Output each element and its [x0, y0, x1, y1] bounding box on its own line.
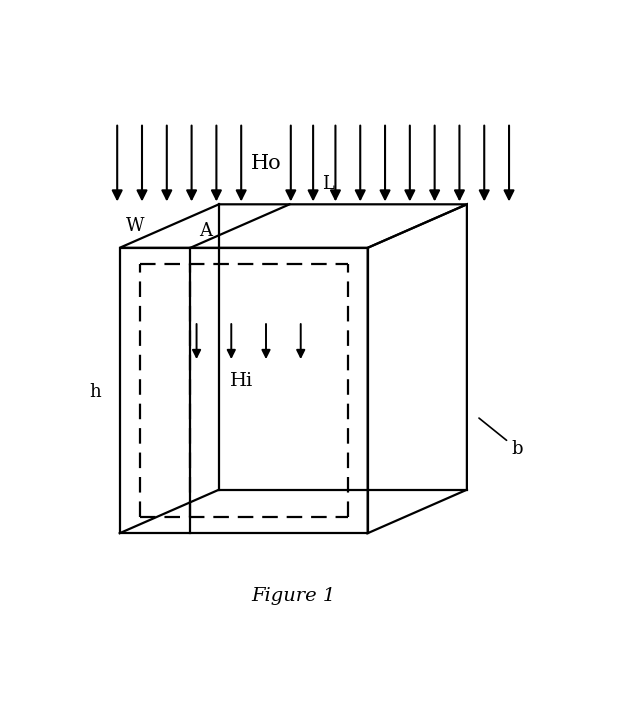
Text: A: A — [199, 222, 212, 241]
Text: Figure 1: Figure 1 — [251, 587, 335, 605]
Text: L: L — [322, 176, 334, 193]
Text: Ho: Ho — [251, 154, 282, 173]
Text: b: b — [479, 418, 523, 458]
Text: W: W — [125, 217, 144, 235]
Text: Hi: Hi — [230, 372, 253, 390]
Text: h: h — [89, 383, 100, 401]
